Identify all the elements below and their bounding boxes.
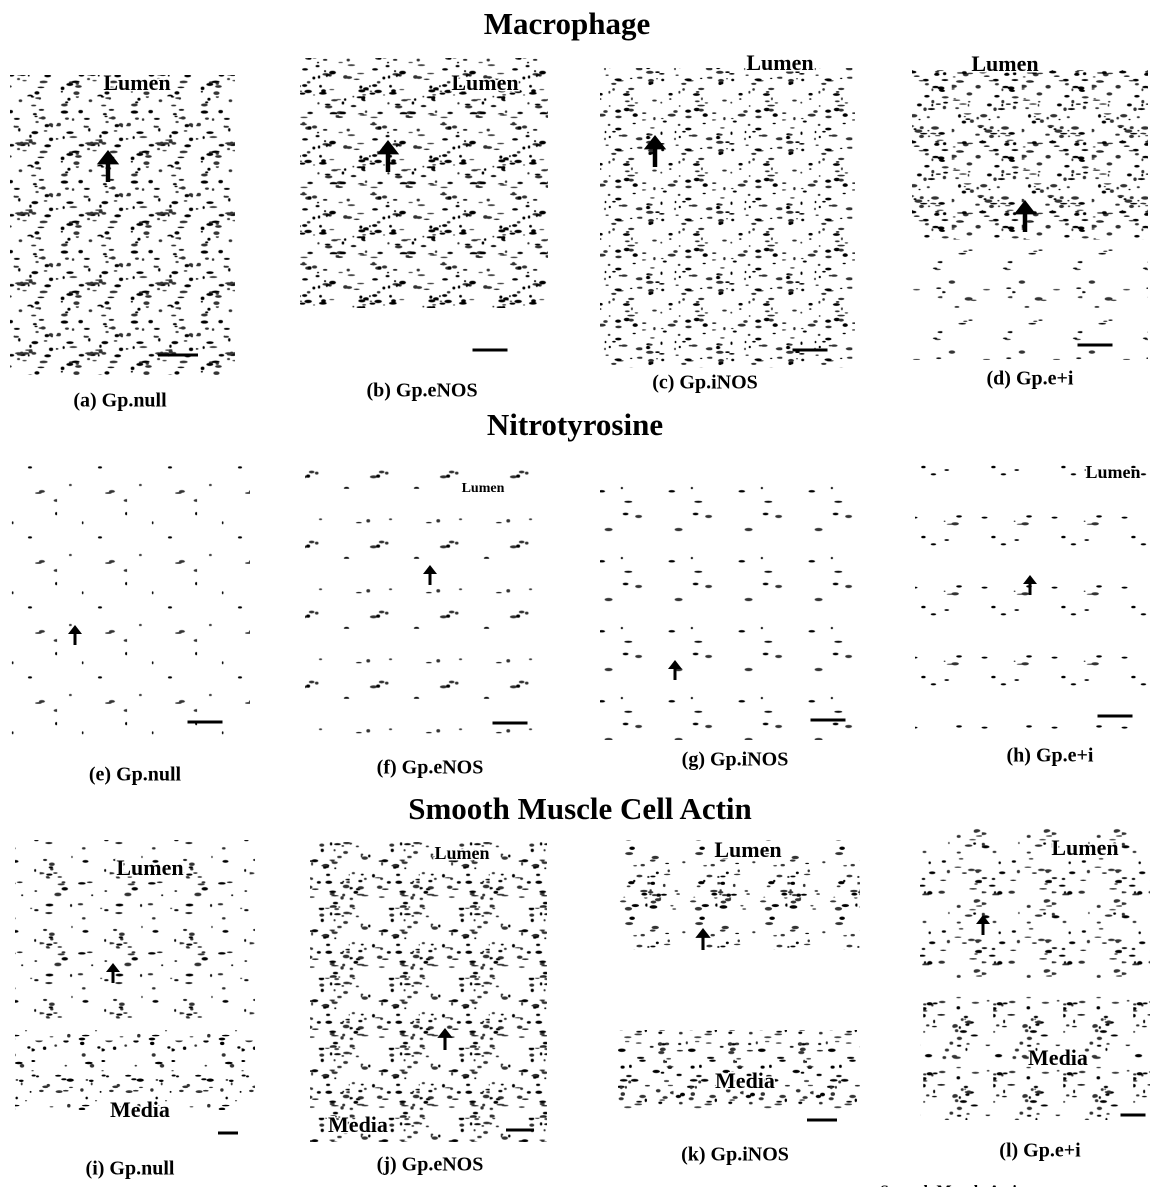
page: {"sections": [ {"title": "Macrophage", "… [0, 0, 1154, 1187]
tissue-label: Lumen [451, 70, 518, 95]
panel-caption: (b) Gp.eNOS [366, 380, 477, 402]
panel-caption: (i) Gp.null [86, 1158, 175, 1180]
tissue-label: Lumen [746, 50, 813, 75]
cut-off-caption: Smooth Muscle Actin [880, 1183, 1026, 1187]
tissue-label: Lumen [1051, 835, 1118, 860]
panel-caption: (l) Gp.e+i [999, 1140, 1081, 1162]
micrograph-texture [10, 75, 235, 375]
panel-caption: (a) Gp.null [73, 390, 167, 412]
panel-caption: (e) Gp.null [89, 764, 182, 786]
micrograph-texture [600, 68, 855, 368]
panel-caption: (f) Gp.eNOS [377, 757, 484, 779]
panel-caption: (g) Gp.iNOS [682, 749, 789, 771]
tissue-label: Media [328, 1112, 388, 1137]
micrograph-texture [912, 240, 1148, 360]
micrograph-texture [305, 455, 540, 740]
micrograph-texture [600, 470, 855, 740]
tissue-label: Lumen [462, 481, 505, 496]
tissue-label: Lumen [434, 843, 489, 863]
micrograph-texture [310, 842, 547, 1142]
panel-caption: (k) Gp.iNOS [681, 1144, 789, 1166]
micrograph-texture [10, 455, 250, 740]
section-title: Smooth Muscle Cell Actin [408, 791, 752, 826]
tissue-label: Lumen [1085, 462, 1140, 482]
section-title: Nitrotyrosine [487, 407, 663, 442]
tissue-label: Media [715, 1068, 775, 1093]
panel-caption: (c) Gp.iNOS [652, 372, 758, 394]
tissue-label: Lumen [116, 855, 183, 880]
micrograph-texture [300, 58, 548, 308]
section-title: Macrophage [484, 6, 650, 41]
tissue-label: Media [1028, 1045, 1088, 1070]
tissue-label: Lumen [971, 51, 1038, 76]
panel-caption: (h) Gp.e+i [1007, 745, 1094, 767]
tissue-label: Lumen [714, 837, 781, 862]
panel-caption: (d) Gp.e+i [987, 368, 1074, 390]
figure: Macrophage Lumen (a) Gp.null Lumen (b) Gp.eN… [0, 0, 1154, 1187]
tissue-label: Media [110, 1097, 170, 1122]
micrograph-texture [912, 70, 1148, 240]
panel-caption: (j) Gp.eNOS [377, 1154, 484, 1176]
tissue-label: Lumen [103, 70, 170, 95]
